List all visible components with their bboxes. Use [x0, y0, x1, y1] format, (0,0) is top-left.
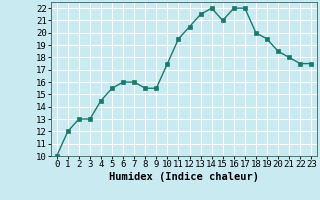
X-axis label: Humidex (Indice chaleur): Humidex (Indice chaleur): [109, 172, 259, 182]
